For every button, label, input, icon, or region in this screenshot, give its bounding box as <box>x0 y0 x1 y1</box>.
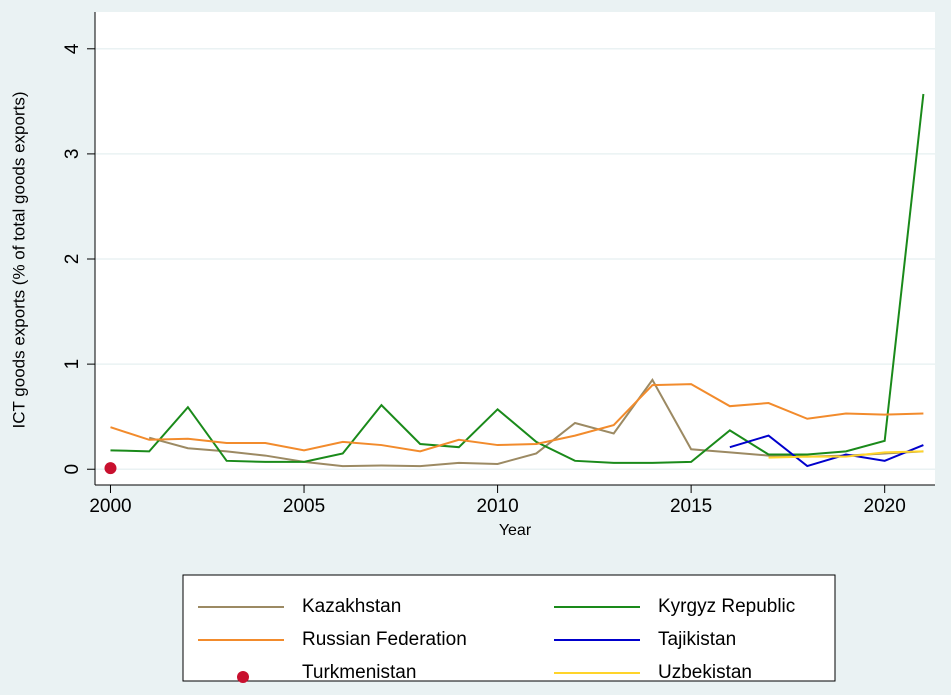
y-tick-label: 3 <box>62 149 83 160</box>
x-tick-label: 2010 <box>476 496 518 517</box>
legend-marker <box>237 671 249 683</box>
grid <box>95 48 935 470</box>
y-axis-label: ICT goods exports (% of total goods expo… <box>9 91 28 428</box>
legend-box <box>182 574 836 682</box>
series-line <box>110 383 924 453</box>
x-axis-label: Year <box>499 522 532 539</box>
x-tick-label: 2020 <box>864 496 906 517</box>
series-line <box>768 450 924 459</box>
marks <box>104 93 925 475</box>
series-line <box>729 434 924 468</box>
x-tick-label: 2005 <box>283 496 325 517</box>
x-tick-label: 2015 <box>670 496 712 517</box>
y-tick-label: 4 <box>62 43 83 54</box>
legend-label: Tajikistan <box>658 629 736 650</box>
y-tick-label: 2 <box>62 254 83 265</box>
series-marker <box>104 462 117 475</box>
x-tick-label: 2000 <box>89 496 131 517</box>
y-tick-label: 0 <box>62 464 83 475</box>
legend-label: Uzbekistan <box>658 662 752 683</box>
legend-label: Kyrgyz Republic <box>658 596 795 617</box>
legend-label: Kazakhstan <box>302 596 401 617</box>
axes: 0 1 2 3 4 2000 2005 2010 2015 2020 <box>62 12 935 517</box>
y-tick-label: 1 <box>62 359 83 370</box>
plot-area <box>95 12 935 485</box>
series-line <box>110 93 925 464</box>
legend: Kazakhstan Kyrgyz Republic Russian Federat… <box>198 596 795 683</box>
legend-label: Russian Federation <box>302 629 467 650</box>
legend-label: Turkmenistan <box>302 662 416 683</box>
